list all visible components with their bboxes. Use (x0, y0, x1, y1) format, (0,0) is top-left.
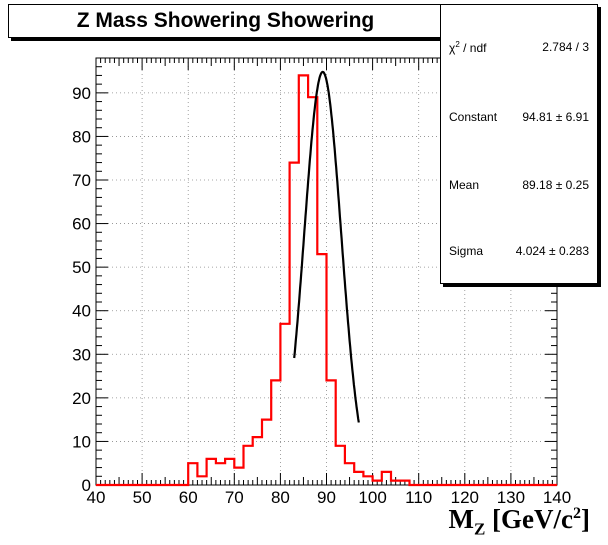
x-tick-label: 140 (543, 488, 571, 507)
x-tick-label: 100 (358, 488, 386, 507)
stats-box: χ2 / ndf 2.784 / 3 Constant 94.81 ± 6.91… (440, 4, 598, 284)
y-tick-label: 90 (72, 84, 91, 103)
stat-value-sigma: 4.024 ± 0.283 (515, 244, 589, 258)
y-tick-label: 0 (82, 476, 91, 495)
x-tick-label: 110 (405, 488, 432, 507)
x-tick-label: 70 (225, 488, 244, 507)
x-tick-label: 40 (87, 488, 106, 507)
gaussian-fit-curve (293, 70, 360, 423)
stat-label-constant: Constant (449, 110, 498, 124)
y-tick-label: 20 (72, 389, 91, 408)
stat-label-chi2: χ2 / ndf (449, 39, 487, 55)
stat-label-sigma: Sigma (449, 244, 484, 258)
x-tick-label: 50 (133, 488, 152, 507)
histogram-line (96, 74, 557, 487)
y-tick-label: 80 (72, 127, 91, 146)
stat-label-mean: Mean (449, 178, 480, 192)
x-axis-title: MZ [GeV/c2] (448, 504, 590, 539)
y-tick-label: 50 (72, 258, 91, 277)
y-tick-label: 40 (72, 302, 91, 321)
stat-value-chi2: 2.784 / 3 (542, 40, 589, 54)
x-tick-label: 130 (497, 488, 525, 507)
x-tick-label: 80 (271, 488, 290, 507)
y-tick-label: 70 (72, 171, 91, 190)
stat-row-sigma: Sigma 4.024 ± 0.283 (449, 241, 589, 261)
y-tick-label: 10 (72, 432, 91, 451)
stat-row-mean: Mean 89.18 ± 0.25 (449, 175, 589, 195)
tick-labels: 40 50 60 70 80 90 100 110 120 130 140 0 10 20 30 40 50 60… (72, 84, 571, 507)
stat-row-chi2: χ2 / ndf 2.784 / 3 (449, 37, 589, 57)
y-tick-label: 60 (72, 215, 91, 234)
stat-value-mean: 89.18 ± 0.25 (522, 178, 589, 192)
x-tick-label: 120 (451, 488, 479, 507)
x-tick-label: 90 (317, 488, 336, 507)
stat-row-constant: Constant 94.81 ± 6.91 (449, 107, 589, 127)
stat-value-constant: 94.81 ± 6.91 (522, 110, 589, 124)
x-tick-label: 60 (179, 488, 198, 507)
chart-title: Z Mass Showering Showering (8, 4, 443, 38)
y-tick-label: 30 (72, 345, 91, 364)
